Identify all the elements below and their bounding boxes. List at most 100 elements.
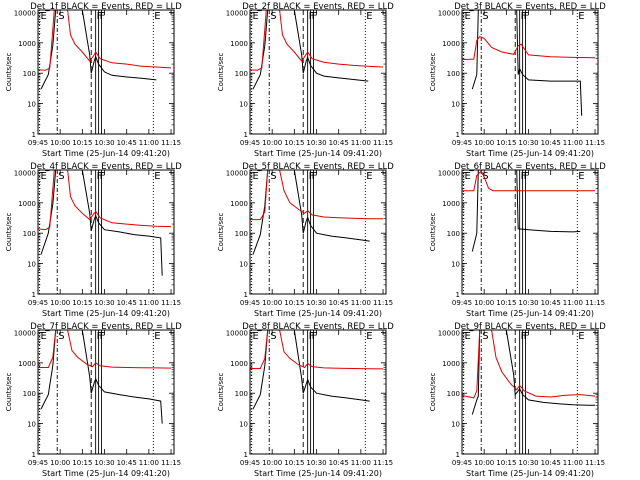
lld-series-line bbox=[462, 35, 596, 61]
x-tick-label: 10:45 bbox=[329, 299, 349, 307]
marker-label: E bbox=[366, 331, 372, 342]
y-tick-label: 1000 bbox=[18, 40, 36, 48]
x-tick-label: 11:00 bbox=[139, 299, 159, 307]
y-tick-label: 10 bbox=[27, 261, 36, 269]
x-tick-label: 10:15 bbox=[284, 459, 304, 467]
events-series-line bbox=[471, 170, 581, 252]
marker-label: F bbox=[100, 11, 106, 22]
x-tick-label: 11:15 bbox=[585, 139, 605, 147]
marker-label: F bbox=[521, 11, 527, 22]
events-series-line bbox=[471, 10, 583, 116]
lld-series-line bbox=[462, 330, 596, 399]
x-tick-label: 10:45 bbox=[541, 299, 561, 307]
x-tick-label: 11:00 bbox=[351, 139, 371, 147]
marker-label: S bbox=[270, 11, 276, 22]
plot-frame bbox=[37, 329, 175, 455]
x-tick-label: 11:00 bbox=[139, 459, 159, 467]
plot-frame bbox=[249, 169, 387, 295]
chart-title: Det_7f BLACK = Events, RED = LLD bbox=[30, 322, 182, 332]
y-tick-label: 1 bbox=[244, 131, 248, 139]
lld-series-line bbox=[250, 330, 384, 370]
x-tick-label: 10:15 bbox=[72, 139, 92, 147]
y-tick-label: 10 bbox=[239, 101, 248, 109]
marker-label: E bbox=[366, 11, 372, 22]
marker-label: E bbox=[154, 331, 160, 342]
x-tick-label: 10:00 bbox=[262, 299, 282, 307]
x-tick-label: 10:30 bbox=[94, 459, 114, 467]
x-tick-label: 11:00 bbox=[563, 459, 583, 467]
y-tick-label: 10 bbox=[451, 101, 460, 109]
chart-panel-6: Det_6f BLACK = Events, RED = LLD Counts/s… bbox=[429, 162, 606, 318]
x-axis-label: Start Time (25-Jun-14 09:41:20) bbox=[42, 149, 170, 158]
y-tick-label: 10000 bbox=[14, 9, 36, 17]
x-axis-label: Start Time (25-Jun-14 09:41:20) bbox=[42, 469, 170, 478]
x-tick-label: 09:45 bbox=[452, 459, 472, 467]
marker-label: F bbox=[521, 331, 527, 342]
marker-label: E bbox=[464, 171, 470, 182]
y-tick-label: 1000 bbox=[18, 200, 36, 208]
chart-panel-4: Det_4f BLACK = Events, RED = LLD Counts/s… bbox=[5, 162, 182, 318]
x-tick-label: 11:00 bbox=[563, 299, 583, 307]
marker-label: E bbox=[366, 171, 372, 182]
x-tick-label: 10:15 bbox=[496, 459, 516, 467]
x-tick-label: 10:15 bbox=[496, 299, 516, 307]
x-tick-label: 10:30 bbox=[94, 299, 114, 307]
x-tick-label: 10:15 bbox=[284, 139, 304, 147]
marker-label: F bbox=[100, 331, 106, 342]
y-tick-label: 10 bbox=[239, 261, 248, 269]
y-tick-label: 10000 bbox=[438, 329, 460, 337]
plot-frame bbox=[249, 9, 387, 135]
x-tick-label: 10:15 bbox=[284, 299, 304, 307]
x-axis-label: Start Time (25-Jun-14 09:41:20) bbox=[42, 309, 170, 318]
x-tick-label: 10:00 bbox=[50, 299, 70, 307]
marker-label: F bbox=[312, 171, 318, 182]
x-tick-label: 09:45 bbox=[240, 139, 260, 147]
y-tick-label: 100 bbox=[235, 390, 248, 398]
marker-label: F bbox=[309, 11, 315, 22]
marker-label: S bbox=[58, 11, 64, 22]
x-tick-label: 11:00 bbox=[351, 459, 371, 467]
chart-panel-2: Det_2f BLACK = Events, RED = LLD Counts/s… bbox=[217, 2, 394, 158]
x-tick-label: 10:15 bbox=[72, 299, 92, 307]
marker-label: E bbox=[154, 171, 160, 182]
x-tick-label: 11:15 bbox=[161, 139, 181, 147]
x-tick-label: 09:45 bbox=[28, 299, 48, 307]
chart-title: Det_3f BLACK = Events, RED = LLD bbox=[454, 2, 606, 12]
x-tick-label: 10:30 bbox=[518, 139, 538, 147]
x-tick-label: 09:45 bbox=[452, 299, 472, 307]
marker-label: S bbox=[482, 331, 488, 342]
chart-panel-3: Det_3f BLACK = Events, RED = LLD Counts/s… bbox=[429, 2, 606, 158]
lld-series-line bbox=[38, 330, 172, 369]
y-tick-label: 1000 bbox=[230, 360, 248, 368]
chart-title: Det_6f BLACK = Events, RED = LLD bbox=[454, 162, 606, 172]
y-tick-label: 1000 bbox=[18, 360, 36, 368]
y-tick-label: 100 bbox=[235, 230, 248, 238]
y-axis-label: Counts/sec bbox=[217, 213, 225, 252]
x-tick-label: 10:30 bbox=[306, 299, 326, 307]
y-tick-label: 1 bbox=[456, 451, 460, 459]
marker-label: F bbox=[524, 331, 530, 342]
y-tick-label: 1 bbox=[456, 291, 460, 299]
x-tick-label: 11:15 bbox=[161, 459, 181, 467]
plot-frame bbox=[249, 329, 387, 455]
x-tick-label: 10:45 bbox=[541, 139, 561, 147]
y-tick-label: 10000 bbox=[226, 9, 248, 17]
x-axis-label: Start Time (25-Jun-14 09:41:20) bbox=[466, 309, 594, 318]
y-tick-label: 100 bbox=[23, 230, 36, 238]
marker-label: F bbox=[312, 11, 318, 22]
x-tick-label: 09:45 bbox=[28, 139, 48, 147]
events-series-line bbox=[40, 170, 163, 276]
marker-label: E bbox=[154, 11, 160, 22]
marker-label: E bbox=[252, 171, 258, 182]
y-axis-label: Counts/sec bbox=[217, 53, 225, 92]
marker-label: F bbox=[97, 11, 103, 22]
marker-label: F bbox=[309, 331, 315, 342]
marker-label: E bbox=[578, 11, 584, 22]
y-axis-label: Counts/sec bbox=[5, 373, 13, 412]
x-tick-label: 10:30 bbox=[94, 139, 114, 147]
y-tick-label: 10000 bbox=[438, 9, 460, 17]
x-tick-label: 11:15 bbox=[161, 299, 181, 307]
y-axis-label: Counts/sec bbox=[429, 373, 437, 412]
x-tick-label: 10:00 bbox=[50, 139, 70, 147]
